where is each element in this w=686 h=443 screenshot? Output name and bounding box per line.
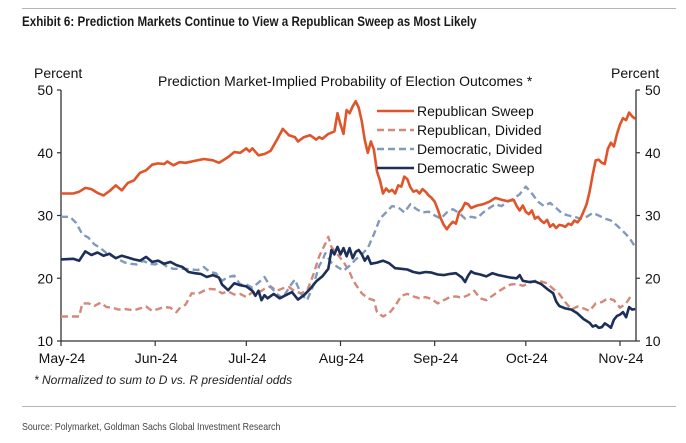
right-axis-title: Percent	[611, 65, 659, 81]
series-line-democratic-sweep	[60, 245, 636, 330]
right-y-tick-label: 20	[645, 270, 661, 286]
series-layer	[60, 100, 637, 330]
chart-title: Prediction Market-Implied Probability of…	[158, 73, 533, 89]
left-y-tick-label: 40	[37, 145, 53, 161]
footnote: * Normalized to sum to D vs. R president…	[34, 373, 293, 387]
right-y-tick-label: 10	[645, 333, 661, 349]
series-line-democratic-divided	[61, 185, 637, 302]
right-y-tick-label: 50	[645, 82, 661, 98]
left-y-tick-label: 10	[37, 333, 53, 349]
right-y-tick-label: 30	[645, 208, 661, 224]
x-tick-label: May-24	[39, 350, 86, 366]
legend-label-democratic-divided: Democratic, Divided	[417, 141, 542, 157]
x-tick-label: Jun-24	[135, 350, 178, 366]
source-note: Source: Polymarket, Goldman Sachs Global…	[22, 421, 281, 433]
legend-label-republican-sweep: Republican Sweep	[417, 103, 534, 119]
series-line-republican-sweep	[61, 100, 637, 231]
x-tick-label: Jul-24	[228, 350, 266, 366]
top-divider	[22, 8, 676, 9]
axes: 10 10 20 20 30 30 40 40 50 50 May-24 Jun-24 Jul-24 Au…	[37, 82, 660, 366]
x-tick-label: Sep-24	[413, 350, 458, 366]
x-tick-label: Nov-24	[598, 350, 643, 366]
x-tick-label: Aug-24	[319, 350, 364, 366]
bottom-divider	[22, 406, 676, 407]
left-y-tick-label: 30	[37, 208, 53, 224]
legend-label-democratic-sweep: Democratic Sweep	[417, 160, 535, 176]
left-y-tick-label: 20	[37, 270, 53, 286]
series-line-republican-divided	[61, 235, 634, 318]
left-axis-title: Percent	[34, 65, 82, 81]
x-tick-label: Oct-24	[506, 350, 548, 366]
legend-label-republican-divided: Republican, Divided	[417, 122, 542, 138]
left-y-tick-label: 50	[37, 82, 53, 98]
exhibit-title: Exhibit 6: Prediction Markets Continue t…	[22, 14, 477, 29]
legend: Republican Sweep Republican, Divided Democ…	[377, 103, 542, 176]
right-y-tick-label: 40	[645, 145, 661, 161]
